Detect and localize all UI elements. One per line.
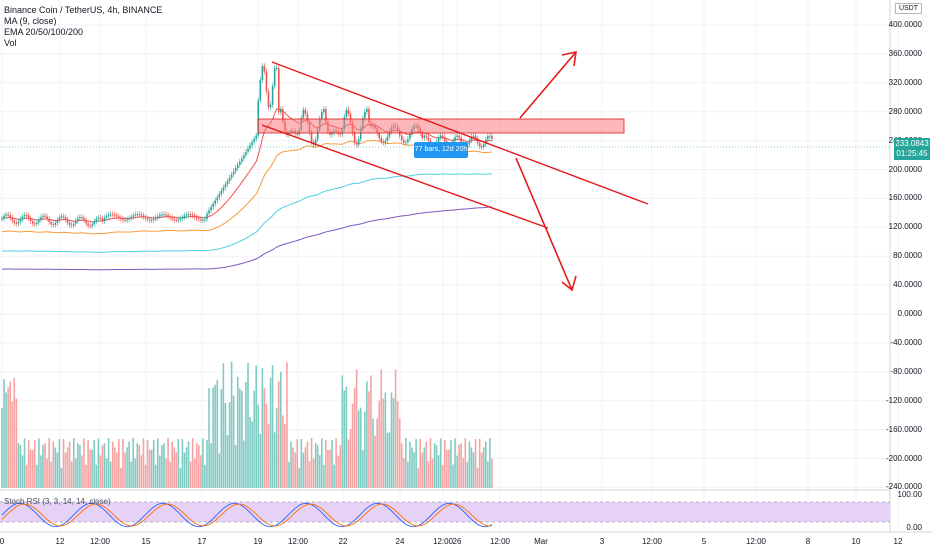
stoch-rsi-legend[interactable]: Stoch RSI (3, 3, 14, 14, close) — [4, 497, 111, 506]
time-tick: 0 — [0, 537, 5, 546]
time-tick: 22 — [338, 537, 348, 546]
price-tick: 0.0000 — [897, 309, 922, 318]
time-tick: 12:00 — [287, 537, 309, 546]
price-tick: 200.0000 — [888, 164, 922, 174]
price-tick: 360.0000 — [888, 48, 922, 58]
price-tick: 400.0000 — [888, 20, 922, 29]
time-tick: 26 — [452, 537, 462, 546]
time-tick: 3 — [599, 537, 605, 546]
volume-bars — [1, 361, 493, 488]
price-tick: 120.0000 — [888, 222, 922, 232]
chart-legend: Binance Coin / TetherUS, 4h, BINANCE MA … — [4, 5, 162, 49]
rsi-band — [0, 502, 890, 522]
price-tick: 280.0000 — [888, 106, 922, 116]
time-tick: 8 — [805, 537, 811, 546]
price-tick: 160.0000 — [888, 193, 922, 203]
time-tick: 19 — [253, 537, 263, 546]
price-tick: -80.0000 — [890, 366, 922, 376]
time-tick: 12 — [55, 537, 65, 546]
price-tick: 80.0000 — [893, 251, 922, 261]
symbol-title[interactable]: Binance Coin / TetherUS, 4h, BINANCE — [4, 5, 163, 15]
price-tick: 40.0000 — [893, 280, 922, 290]
ma-legend[interactable]: MA (9, close) — [4, 16, 57, 26]
rsi-tick: 0.00 — [906, 523, 922, 532]
time-tick: 24 — [395, 537, 405, 546]
vol-legend[interactable]: Vol — [4, 38, 17, 48]
price-tick: -160.0000 — [885, 424, 922, 434]
time-tick: 17 — [197, 537, 207, 546]
price-tick: -200.0000 — [885, 453, 922, 463]
time-tick: Mar — [534, 537, 548, 546]
time-tick: 12:00 — [89, 537, 111, 546]
breakout-arrow — [519, 50, 577, 119]
rsi-tick: 100.00 — [897, 490, 922, 499]
measure-label: 77 bars, 12d 20h — [414, 142, 468, 158]
channel-lower-line — [261, 124, 549, 229]
stoch-rsi-lines — [1, 502, 493, 528]
ema-legend[interactable]: EMA 20/50/100/200 — [4, 27, 84, 37]
time-tick: 12:00 — [641, 537, 663, 546]
time-tick: 12:00 — [432, 537, 454, 546]
time-tick: 15 — [141, 537, 151, 546]
time-tick: 10 — [851, 537, 861, 546]
time-tick: 12:00 — [745, 537, 767, 546]
breakdown-arrow — [515, 157, 577, 292]
currency-badge[interactable]: USDT — [894, 3, 922, 14]
bar-countdown: 01:25:45 — [896, 149, 928, 158]
price-tick: -120.0000 — [885, 395, 922, 405]
price-tick: -40.0000 — [890, 337, 922, 347]
time-tick: 12:00 — [489, 537, 511, 546]
price-tick: -240.0000 — [885, 482, 922, 492]
last-price-value: 233.0843 — [895, 139, 929, 148]
price-tick: 320.0000 — [888, 77, 922, 87]
time-tick: 12 — [893, 537, 903, 546]
channel-upper-line — [271, 61, 649, 205]
last-price-badge: 233.0843 01:25:45 — [894, 138, 930, 160]
time-tick: 5 — [701, 537, 707, 546]
